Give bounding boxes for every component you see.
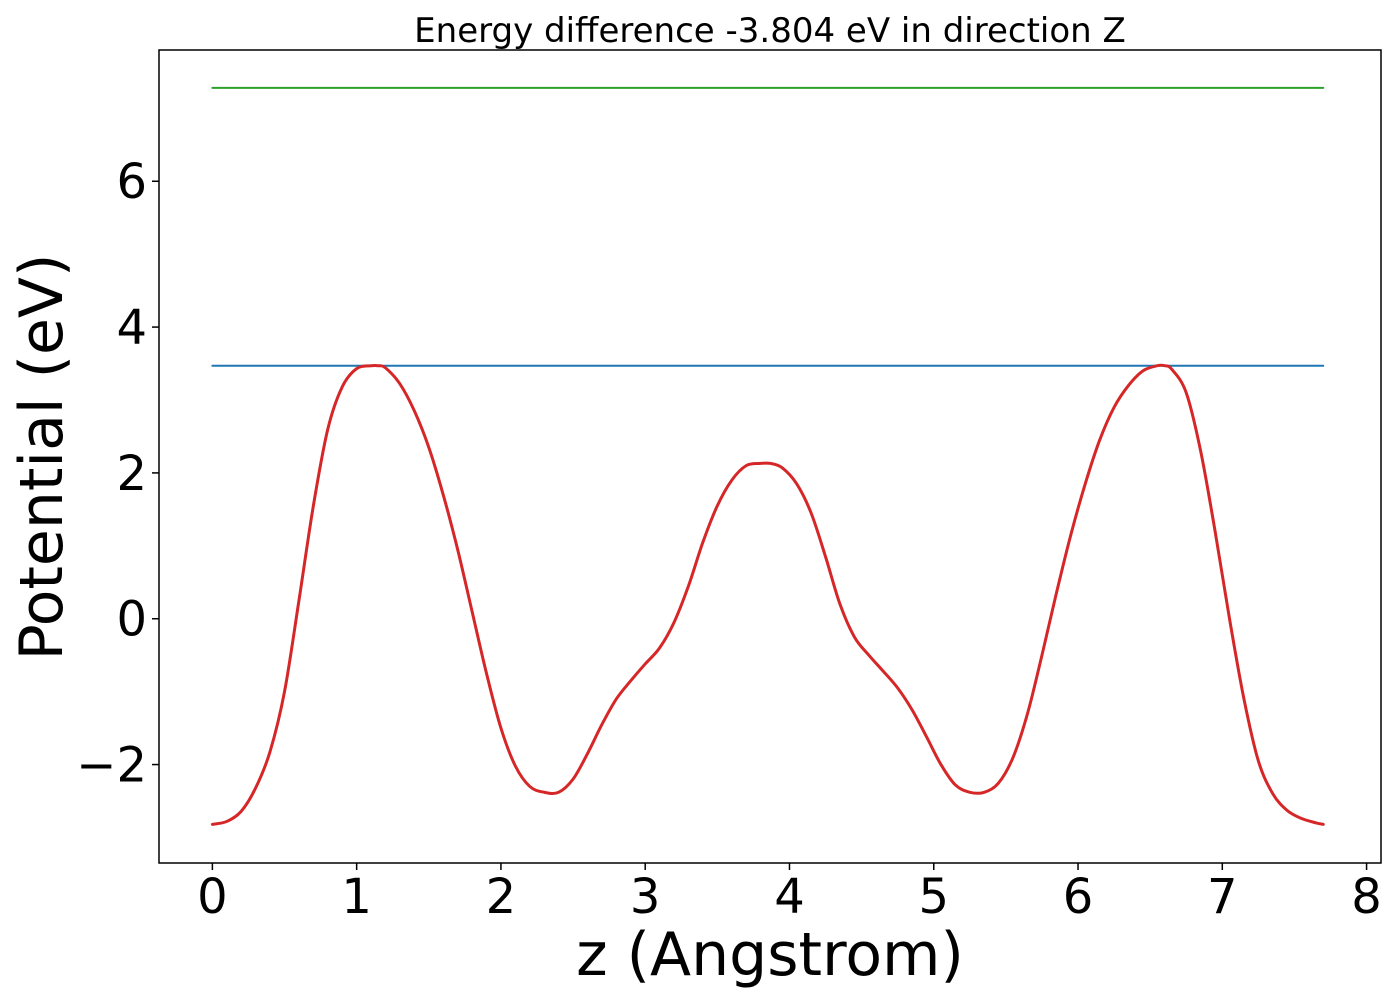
x-tick-label: 2 — [486, 869, 517, 925]
x-tick-label: 7 — [1207, 869, 1238, 925]
x-axis-label: z (Angstrom) — [576, 920, 964, 990]
y-tick-label: 2 — [116, 446, 147, 502]
x-tick-label: 4 — [774, 869, 805, 925]
y-tick-label: −2 — [76, 738, 147, 794]
x-tick-label: 8 — [1351, 869, 1382, 925]
y-tick-label: 0 — [116, 592, 147, 648]
x-tick-label: 1 — [341, 869, 372, 925]
x-axis-ticks: 0 1 2 3 4 5 6 7 8 — [197, 863, 1382, 925]
series-layer — [210, 86, 1325, 826]
plot-frame — [158, 49, 1382, 864]
x-tick-label: 3 — [630, 869, 661, 925]
chart-title: Energy difference -3.804 eV in direction… — [414, 11, 1126, 51]
y-axis-ticks: −2 0 2 4 6 — [76, 154, 159, 794]
y-tick-label: 6 — [116, 154, 147, 210]
y-tick-label: 4 — [116, 300, 147, 356]
y-axis-label: Potential (eV) — [7, 254, 77, 661]
x-tick-label: 0 — [197, 869, 228, 925]
series-line-red — [210, 363, 1325, 826]
x-tick-label: 5 — [918, 869, 949, 925]
x-tick-label: 6 — [1063, 869, 1094, 925]
